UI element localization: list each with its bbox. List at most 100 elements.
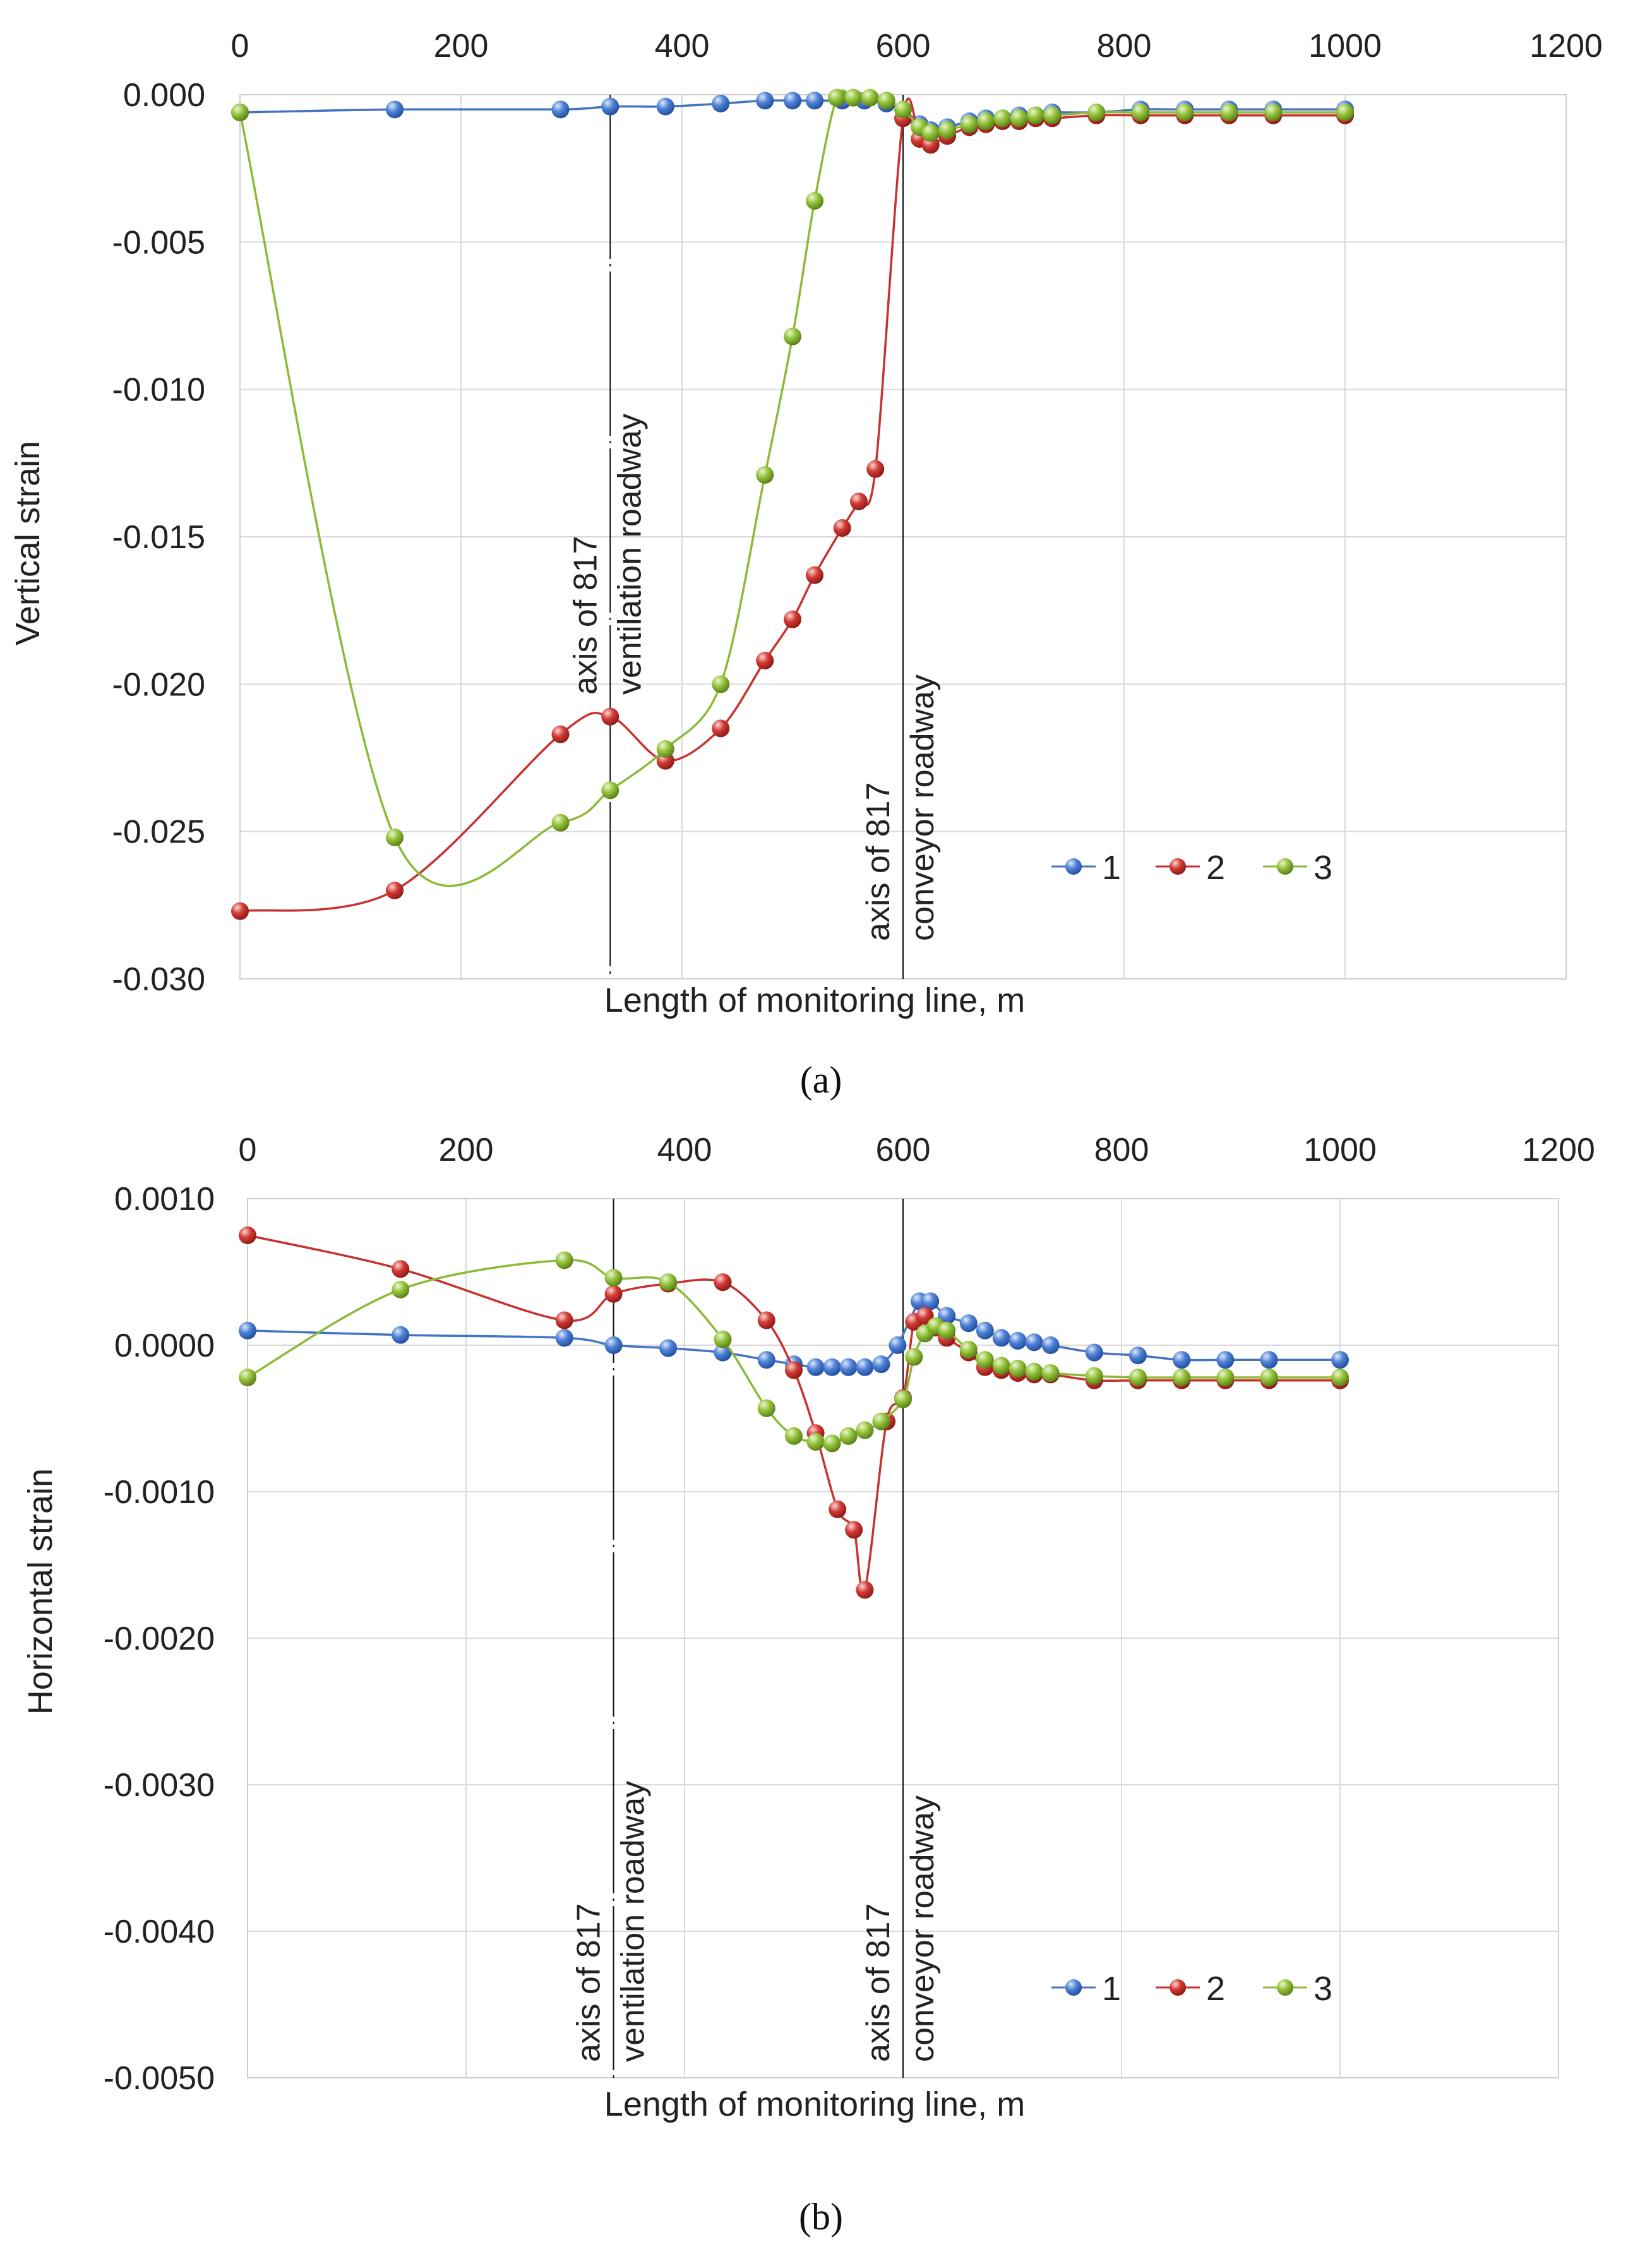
chart-a-series-3-point	[977, 112, 995, 130]
chart-b-series-3-point	[1128, 1369, 1147, 1387]
chart-a-xtick-label: 600	[876, 28, 931, 64]
chart-b-series-3-point	[1173, 1369, 1191, 1387]
chart-b-xtick-label: 400	[657, 1132, 712, 1168]
chart-b-series-2-point	[392, 1260, 410, 1278]
chart-b-series-3-point	[1041, 1364, 1060, 1382]
chart-b-series-3-point	[659, 1273, 678, 1292]
chart-a-series-3-point	[1010, 109, 1028, 128]
chart-a-annotation-2-line-1: axis of 817	[860, 782, 897, 942]
chart-b-ytick-label: 0.0000	[114, 1328, 215, 1364]
chart-b-series-3-point	[555, 1251, 573, 1269]
chart-a-annotation-1-line-1: axis of 817	[567, 536, 604, 695]
chart-a-series-1-point	[806, 92, 823, 110]
chart-b-xtick-label: 600	[876, 1132, 931, 1168]
chart-a-ytick-label: -0.030	[112, 961, 205, 998]
chart-a-series-3-point	[938, 121, 956, 139]
chart-b-series-1-point	[555, 1329, 573, 1347]
chart-a-series-3-point	[844, 88, 863, 107]
chart-a-series-3-point	[1043, 106, 1062, 124]
chart-a-ytick-label: 0.000	[123, 77, 205, 114]
chart-b-series-3-point	[714, 1330, 732, 1348]
chart-b-series-2-point	[555, 1311, 573, 1329]
chart-b-series-1-point	[1128, 1346, 1147, 1365]
chart-a-series-2-point	[756, 652, 774, 669]
chart-a-series-3-point	[1336, 104, 1354, 121]
chart-b-series-2-point	[829, 1500, 847, 1518]
chart-a-series-1-point	[601, 97, 620, 116]
chart-b-series-3-point	[872, 1412, 890, 1430]
chart-b-series-1-point	[757, 1351, 775, 1369]
chart-a-series-3-point	[1027, 106, 1044, 124]
chart-a-xtick-label: 800	[1097, 28, 1152, 64]
chart-b-series-3-point	[239, 1369, 256, 1387]
chart-b-series-3-point	[1009, 1360, 1027, 1378]
chart-b-series-2-line	[247, 1234, 1340, 1594]
chart-b-series-3-point	[604, 1269, 623, 1287]
chart-a-ytick-label: -0.025	[112, 814, 205, 851]
chart-a-series-3-point	[601, 781, 620, 800]
chart-a-series-3-point	[993, 109, 1012, 128]
chart-a-legend-label-2: 2	[1206, 849, 1225, 887]
chart-a-series-1-point	[712, 95, 730, 112]
chart-b: Horizontal strain Length of monitoring l…	[21, 1132, 1595, 2238]
chart-b-series-1-point	[1041, 1336, 1060, 1354]
chart-a-ytick-label: -0.015	[112, 519, 205, 556]
chart-a-caption: (a)	[800, 1059, 842, 1101]
chart-b-series-3-point	[839, 1427, 858, 1445]
chart-a-series-3-point	[921, 124, 940, 142]
chart-a-series-3-point	[386, 829, 404, 846]
chart-b-ytick-label: 0.0010	[114, 1181, 215, 1218]
chart-b-series-1-point	[392, 1326, 410, 1344]
chart-b-annotation-2-line-2: conveyor roadway	[904, 1795, 941, 2062]
chart-a-series-1-point	[756, 92, 774, 110]
chart-a-xtick-label: 400	[655, 28, 710, 64]
chart-a-series-2-point	[712, 719, 730, 738]
chart-a-series-2-point	[386, 882, 404, 899]
chart-a-series-3-point	[961, 115, 978, 133]
chart-a-series-2-point	[784, 610, 801, 628]
chart-a-series-1-point	[551, 100, 570, 119]
chart-a-series-3-point	[551, 813, 570, 832]
chart-b-series-1-point	[659, 1339, 678, 1357]
chart-b-ylabel: Horizontal strain	[21, 1468, 59, 1715]
chart-b-legend-marker-3	[1277, 1979, 1293, 1996]
chart-b-xtick-label: 800	[1094, 1132, 1149, 1168]
chart-a-ytick-label: -0.005	[112, 224, 205, 261]
chart-b-series-1-point	[856, 1358, 874, 1376]
chart-b-series-3-point	[823, 1434, 841, 1453]
chart-a-legend-marker-3	[1277, 858, 1293, 875]
chart-b-series-3-point	[1216, 1369, 1235, 1387]
chart-a-annotation-1-line-2: ventilation roadway	[611, 414, 648, 695]
chart-b-annotation-1-line-1: axis of 817	[571, 1903, 608, 2063]
chart-b-ytick-label: -0.0020	[104, 1621, 215, 1657]
chart-b-series-3-point	[938, 1321, 956, 1340]
chart-a-legend-label-3: 3	[1314, 849, 1332, 887]
chart-a-series-1-point	[386, 100, 404, 119]
chart-b-series-1-point	[889, 1336, 907, 1354]
chart-b-series-3-point	[392, 1280, 410, 1298]
chart-b-series-3-point	[959, 1340, 978, 1358]
chart-b-series-3-point	[976, 1351, 994, 1369]
chart-b-ytick-label: -0.0030	[104, 1767, 215, 1804]
chart-b-series-1-point	[714, 1343, 732, 1362]
chart-a-series-3-point	[1132, 104, 1150, 121]
chart-b-series-1-point	[992, 1329, 1010, 1347]
chart-a-xtick-label: 1000	[1308, 28, 1382, 64]
chart-b-series-3-point	[806, 1433, 825, 1451]
chart-b-ytick-label: -0.0050	[104, 2060, 215, 2097]
chart-b-series-1-point	[806, 1358, 825, 1376]
chart-a-series-3-line	[239, 89, 1345, 887]
chart-a-series-3-point	[1176, 104, 1194, 121]
chart-a-series-2-line	[239, 97, 1345, 913]
chart-b-series-3-point	[1260, 1369, 1278, 1387]
chart-b-series-2-point	[856, 1581, 874, 1599]
chart-b-series-3-point	[905, 1348, 923, 1366]
chart-a-xlabel: Length of monitoring line, m	[604, 981, 1025, 1019]
chart-a-series-1-point	[784, 92, 801, 110]
chart-b-xtick-label: 0	[239, 1132, 257, 1168]
chart-b-series-3-point	[856, 1421, 874, 1439]
chart-b-legend-marker-1	[1065, 1979, 1082, 1996]
chart-a-series-3-point	[656, 740, 674, 758]
chart-a-series-2-point	[231, 902, 249, 920]
chart-a-series-3-point	[1220, 104, 1238, 121]
